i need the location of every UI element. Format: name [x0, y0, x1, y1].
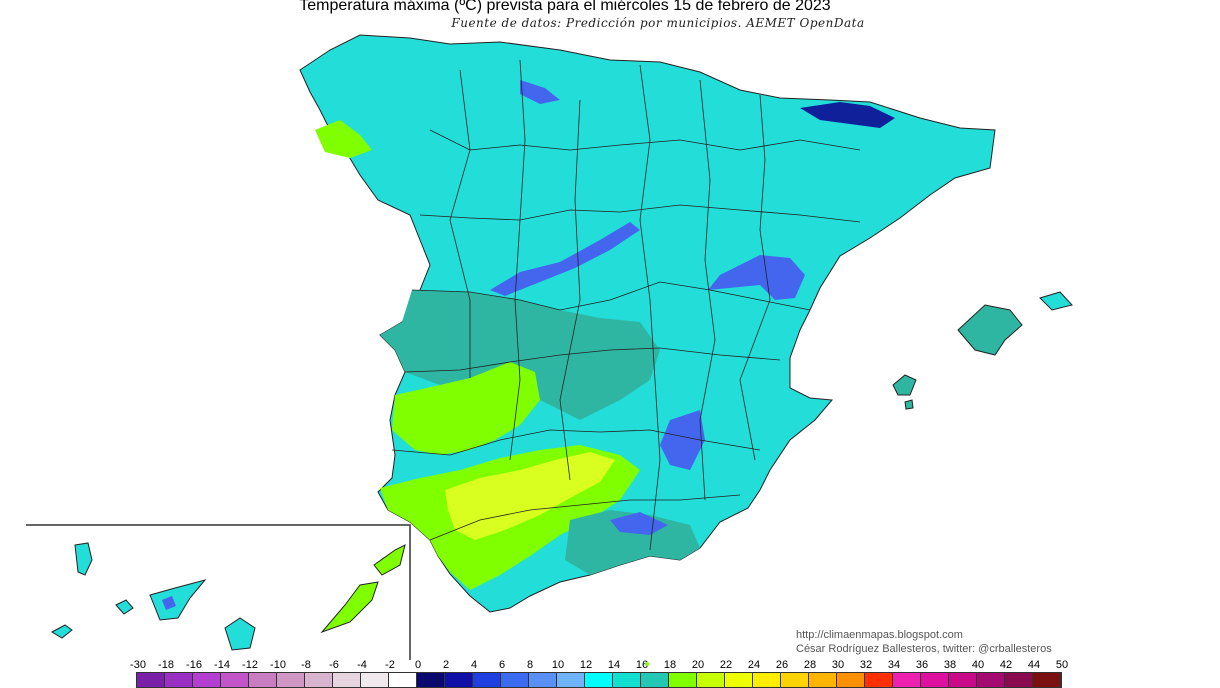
- island-mallorca: [957, 304, 1023, 356]
- legend-label: 8: [526, 659, 534, 671]
- legend-swatch: [641, 673, 669, 687]
- legend-swatch: [893, 673, 921, 687]
- region-teal-west: [380, 290, 660, 420]
- legend-swatch: [809, 673, 837, 687]
- legend-swatch: [249, 673, 277, 687]
- legend-label: -8: [301, 659, 311, 671]
- region-blue-cantabrian: [520, 80, 560, 104]
- legend-swatch: [865, 673, 893, 687]
- region-yellow-guadalquivir: [445, 452, 615, 540]
- legend-label: 42: [999, 659, 1013, 671]
- legend-swatch: [1033, 673, 1061, 687]
- legend-label: 38: [943, 659, 957, 671]
- legend-label: 32: [859, 659, 873, 671]
- island-lanzarote: [373, 544, 406, 576]
- island-el-hierro: [50, 624, 73, 639]
- legend-label: 4: [470, 659, 478, 671]
- legend-swatch: [333, 673, 361, 687]
- legend-swatch: [165, 673, 193, 687]
- legend-label: 44: [1027, 659, 1041, 671]
- legend-swatch: [529, 673, 557, 687]
- legend-label: 0: [414, 659, 422, 671]
- legend-swatch: [725, 673, 753, 687]
- legend-label: 30: [831, 659, 845, 671]
- legend-label: 26: [775, 659, 789, 671]
- legend-label: 6: [498, 659, 506, 671]
- legend-swatch: [445, 673, 473, 687]
- legend-label: -18: [158, 659, 174, 671]
- legend-label: 18: [663, 659, 677, 671]
- legend-swatch: [417, 673, 445, 687]
- canary-inset-frame: [26, 524, 411, 660]
- map-title: Temperatura máxima (ºC) prevista para el…: [299, 0, 831, 14]
- island-la-gomera: [115, 599, 134, 615]
- legend-label: -6: [329, 659, 339, 671]
- legend-swatch: [305, 673, 333, 687]
- legend-swatch: [697, 673, 725, 687]
- legend-label: -14: [214, 659, 230, 671]
- legend-label: -12: [242, 659, 258, 671]
- legend-label: 2: [442, 659, 450, 671]
- legend-label: 24: [747, 659, 761, 671]
- legend-swatch: [977, 673, 1005, 687]
- island-fuerteventura: [320, 581, 379, 634]
- legend-label: 12: [579, 659, 593, 671]
- legend-label: 36: [915, 659, 929, 671]
- legend-label: 22: [719, 659, 733, 671]
- legend-label: 40: [971, 659, 985, 671]
- credits-author: César Rodríguez Ballesteros, twitter: @c…: [796, 643, 1052, 655]
- province-borders: [391, 59, 861, 551]
- island-gran-canaria: [224, 617, 256, 651]
- region-teal-southeast: [565, 510, 700, 575]
- region-green-southwest: [392, 362, 540, 455]
- island-tenerife: [149, 579, 207, 621]
- region-blue-betic: [660, 410, 705, 470]
- legend-swatch: [221, 673, 249, 687]
- credits-url: http://climaenmapas.blogspot.com: [796, 629, 963, 641]
- island-menorca: [1039, 291, 1073, 311]
- legend-swatch: [501, 673, 529, 687]
- map-subtitle: Fuente de datos: Predicción por municipi…: [451, 16, 865, 30]
- legend-swatch: [1005, 673, 1033, 687]
- legend-label: -2: [385, 659, 395, 671]
- legend-swatch: [949, 673, 977, 687]
- legend-label: 14: [607, 659, 621, 671]
- legend-swatch: [473, 673, 501, 687]
- region-green-galicia: [315, 120, 372, 158]
- legend-marker-dot: [645, 662, 649, 666]
- legend-swatch: [193, 673, 221, 687]
- legend-labels: -30 -18 -16 -14 -12 -10 -8 -6 -4 -2 0 2 4 6 8 10 12 14 16 1…: [0, 659, 1220, 673]
- legend-swatch: [557, 673, 585, 687]
- legend-label: -16: [186, 659, 202, 671]
- legend-swatch: [781, 673, 809, 687]
- island-formentera: [904, 399, 914, 410]
- legend-swatch: [389, 673, 417, 687]
- legend-label: -30: [130, 659, 146, 671]
- legend-swatch: [277, 673, 305, 687]
- legend-swatch: [753, 673, 781, 687]
- legend-swatch: [137, 673, 165, 687]
- legend-swatch: [669, 673, 697, 687]
- legend-swatch: [361, 673, 389, 687]
- region-blue-iberian: [708, 255, 805, 300]
- island-ibiza: [892, 374, 917, 396]
- credits: http://climaenmapas.blogspot.com César R…: [796, 628, 1052, 656]
- legend-label: -4: [357, 659, 367, 671]
- legend-label: -10: [270, 659, 286, 671]
- legend-label: 28: [803, 659, 817, 671]
- legend-label: 34: [887, 659, 901, 671]
- legend-label: 10: [551, 659, 565, 671]
- region-blue-sierra-nevada: [610, 512, 668, 535]
- region-blue-central-system: [490, 222, 640, 296]
- legend-label: 20: [691, 659, 705, 671]
- island-tenerife-peak: [162, 596, 176, 610]
- legend-swatch: [613, 673, 641, 687]
- island-la-palma: [74, 542, 93, 576]
- legend-label: 50: [1055, 659, 1069, 671]
- legend-swatch: [837, 673, 865, 687]
- legend-swatch: [585, 673, 613, 687]
- legend-swatch: [921, 673, 949, 687]
- region-blue-pyrenees: [800, 102, 895, 128]
